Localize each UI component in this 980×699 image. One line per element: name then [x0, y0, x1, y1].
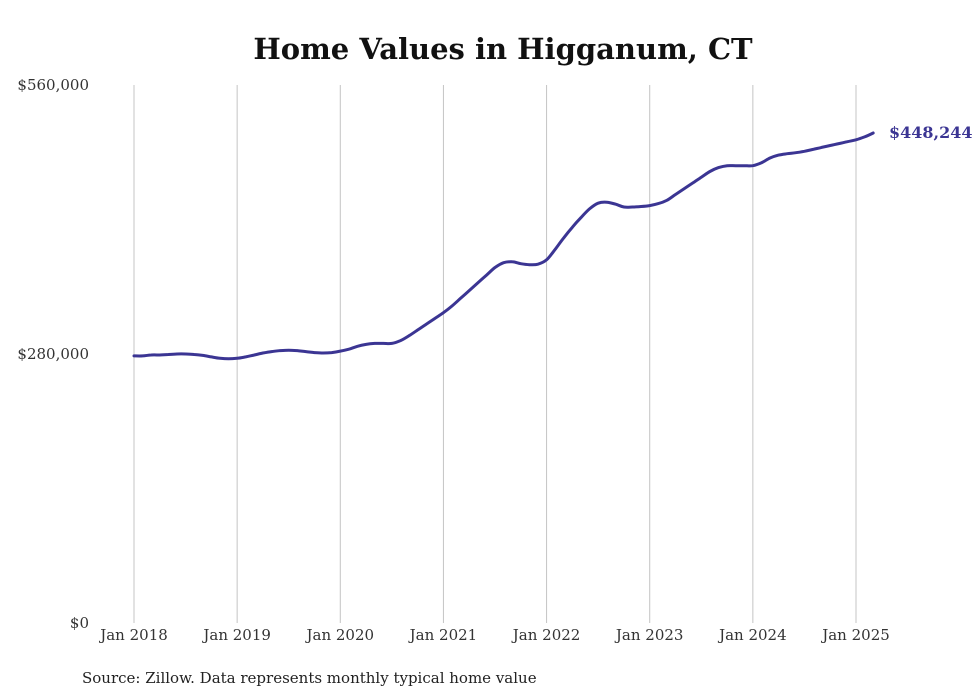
chart-title: Home Values in Higganum, CT — [253, 32, 753, 66]
x-tick-label: Jan 2019 — [201, 626, 271, 644]
chart-grid — [133, 85, 857, 623]
x-tick-label: Jan 2018 — [98, 626, 168, 644]
y-tick-label: $280,000 — [17, 345, 89, 363]
x-tick-label: Jan 2023 — [614, 626, 684, 644]
x-tick-label: Jan 2022 — [511, 626, 581, 644]
series-line-home-value — [132, 131, 875, 361]
x-tick-label: Jan 2021 — [408, 626, 478, 644]
x-tick-label: Jan 2020 — [305, 626, 375, 644]
source-note: Source: Zillow. Data represents monthly … — [82, 669, 537, 687]
y-tick-label: $560,000 — [17, 76, 89, 94]
x-tick-label: Jan 2025 — [820, 626, 890, 644]
x-tick-label: Jan 2024 — [717, 626, 787, 644]
x-axis: Jan 2018 Jan 2019 Jan 2020 Jan 2021 Jan 2022… — [98, 626, 890, 644]
y-axis: $560,000 $280,000 $0 — [17, 76, 89, 632]
end-value-label: $448,244 — [889, 123, 973, 142]
y-tick-label: $0 — [70, 614, 89, 632]
